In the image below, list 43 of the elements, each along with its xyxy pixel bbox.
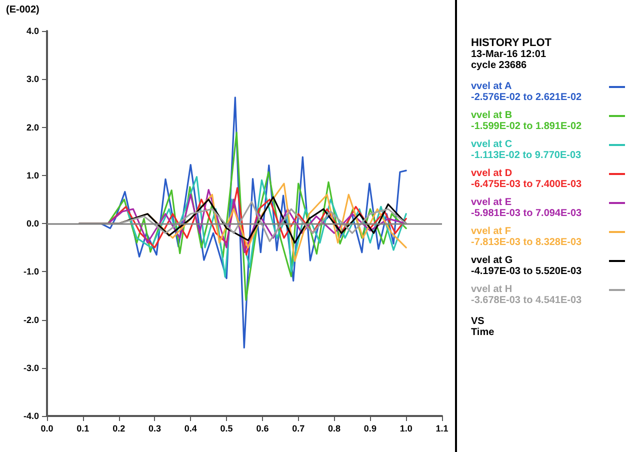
text: -3.678E-03 to 4.541E-03: [471, 295, 583, 306]
text: -7.813E-03 to 8.328E-03: [471, 237, 583, 248]
x-tick-label: 0.6: [256, 424, 269, 434]
text: -6.475E-03 to 7.400E-03: [471, 179, 583, 190]
y-tick-label: 4.0: [26, 26, 39, 36]
text: vvel at C: [471, 139, 514, 150]
y-tick-label: -3.0: [23, 362, 39, 373]
text: -1.599E-02 to 1.891E-02: [471, 121, 583, 132]
text: vvel at H: [471, 284, 514, 295]
x-tick-label: 0.7: [292, 424, 305, 434]
text: vvel at B: [471, 110, 514, 121]
y-tick-label: 2.0: [26, 122, 39, 132]
x-tick-label: 0.0: [40, 424, 54, 434]
text: vvel at A: [471, 81, 513, 92]
y-tick-label: 1.0: [26, 170, 39, 180]
y-tick-label: -4.0: [23, 411, 39, 421]
text: vvel at E: [471, 197, 513, 208]
text: -5.981E-03 to 7.094E-03: [471, 208, 583, 219]
y-tick-label: 3.0: [26, 74, 39, 84]
y-tick-label: -2.0: [23, 314, 39, 325]
text: VS: [471, 316, 486, 327]
text: vvel at G: [471, 255, 514, 266]
text: -4.197E-03 to 5.520E-03: [471, 266, 583, 277]
text: -1.113E-02 to 9.770E-03: [471, 150, 582, 161]
x-tick-label: 0.9: [364, 424, 376, 434]
x-tick-label: 1.0: [400, 424, 412, 434]
x-tick-label: 0.4: [184, 424, 197, 434]
x-tick-label: 0.1: [76, 424, 90, 434]
text: -2.576E-02 to 2.621E-02: [471, 92, 583, 103]
text: cycle 23686: [471, 60, 528, 71]
x-tick-label: 0.3: [148, 424, 161, 434]
x-tick-label: 0.2: [112, 424, 126, 434]
text: 13-Mar-16 12:01: [471, 49, 548, 60]
y-tick-label: 0.0: [26, 218, 39, 228]
text: vvel at F: [471, 226, 512, 237]
x-tick-label: 0.8: [328, 424, 341, 434]
text: vvel at D: [471, 168, 514, 179]
x-axis-title: Time: [471, 327, 496, 338]
text: HISTORY PLOT: [471, 37, 552, 49]
y-axis-title: (E-002): [6, 4, 40, 16]
x-tick-label: 0.5: [220, 424, 233, 434]
x-tick-label: 1.1: [436, 424, 448, 434]
y-tick-label: -1.0: [23, 266, 39, 277]
